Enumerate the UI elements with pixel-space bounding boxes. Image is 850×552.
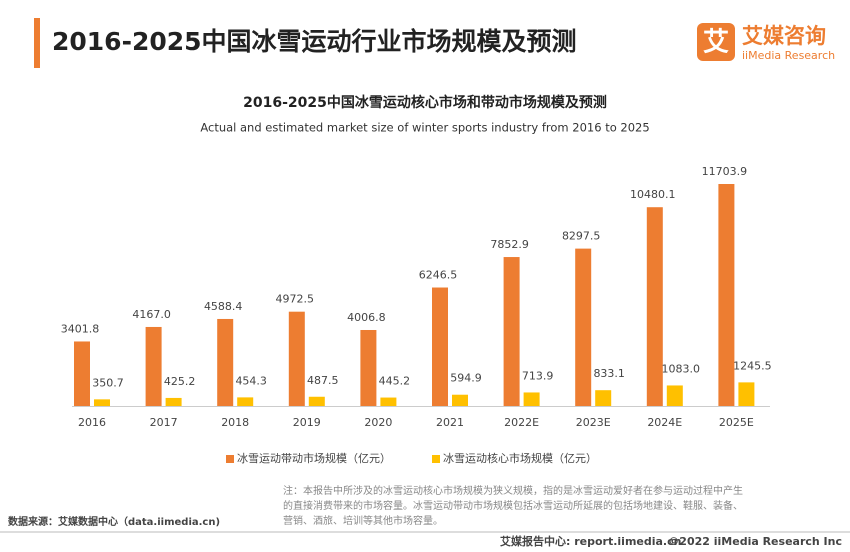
value-label: 10480.1: [630, 188, 676, 201]
x-tick-label: 2023E: [576, 416, 611, 429]
value-label: 833.1: [593, 367, 625, 380]
value-label: 425.2: [164, 375, 196, 388]
value-label: 487.5: [307, 374, 339, 387]
footnote: 营销、酒旅、培训等其他市场容量。: [283, 514, 443, 527]
bar: [738, 382, 755, 406]
x-tick-label: 2017: [150, 416, 178, 429]
x-tick-label: 2018: [221, 416, 249, 429]
x-tick-label: 2024E: [647, 416, 682, 429]
legend-label: 冰雪运动带动市场规模（亿元）: [237, 451, 391, 465]
value-label: 4588.4: [204, 300, 243, 313]
x-tick-label: 2021: [436, 416, 464, 429]
bar: [217, 318, 234, 406]
bar: [237, 397, 254, 406]
legend-label: 冰雪运动核心市场规模（亿元）: [443, 451, 597, 465]
logo-sub: iiMedia Research: [742, 49, 835, 62]
chart-subtitle: Actual and estimated market size of wint…: [200, 121, 649, 135]
value-label: 8297.5: [562, 230, 601, 243]
bar: [595, 390, 612, 406]
x-tick-label: 2019: [293, 416, 321, 429]
value-label: 7852.9: [490, 238, 529, 251]
x-tick-label: 2022E: [504, 416, 539, 429]
chart-title: 2016-2025中国冰雪运动核心市场和带动市场规模及预测: [243, 94, 607, 111]
bar: [503, 257, 520, 406]
bar: [308, 396, 325, 406]
logo-name: 艾媒咨询: [742, 24, 826, 48]
value-label: 594.9: [450, 372, 482, 385]
value-label: 454.3: [235, 374, 267, 387]
footer-copyright: ©2022 iiMedia Research Inc: [668, 535, 842, 548]
value-label: 3401.8: [61, 322, 100, 335]
source: 数据来源：艾媒数据中心（data.iimedia.cn): [8, 515, 220, 528]
value-label: 4006.8: [347, 311, 386, 324]
value-label: 1245.5: [733, 359, 772, 372]
legend-swatch: [226, 455, 234, 463]
bar: [718, 184, 735, 406]
x-tick-label: 2020: [364, 416, 392, 429]
bar: [94, 399, 110, 406]
bar: [646, 207, 663, 406]
footnote: 的直接消费带来的市场容量。冰雪运动带动市场规模包括冰雪运动所延展的包括场地建设、…: [283, 499, 743, 512]
logo-icon: 艾: [703, 28, 729, 58]
value-label: 4972.5: [276, 293, 315, 306]
value-label: 11703.9: [702, 165, 748, 178]
value-label: 4167.0: [132, 308, 171, 321]
bar: [74, 341, 90, 406]
bar: [288, 311, 305, 406]
x-tick-label: 2025E: [719, 416, 754, 429]
bar: [452, 394, 468, 406]
value-label: 713.9: [522, 369, 554, 382]
footer-report: 艾媒报告中心: report.iimedia.cn: [500, 534, 681, 548]
bar: [666, 385, 683, 406]
footnote: 注：本报告中所涉及的冰雪运动核心市场规模为狭义规模，指的是冰雪运动爱好者在参与运…: [283, 484, 743, 497]
value-label: 1083.0: [662, 362, 701, 375]
value-label: 6246.5: [419, 269, 458, 282]
page-title: 2016-2025中国冰雪运动行业市场规模及预测: [52, 27, 577, 56]
bar: [165, 397, 182, 406]
logo-box: [697, 23, 735, 61]
bar: [360, 329, 377, 406]
bar: [380, 397, 397, 406]
bar: [523, 392, 540, 406]
bar: [432, 287, 448, 406]
title-accent: [34, 18, 40, 68]
legend-swatch: [432, 455, 440, 463]
value-label: 445.2: [379, 375, 411, 388]
x-tick-label: 2016: [78, 416, 106, 429]
bar: [575, 248, 592, 406]
value-label: 350.7: [92, 376, 124, 389]
bar: [145, 326, 162, 406]
